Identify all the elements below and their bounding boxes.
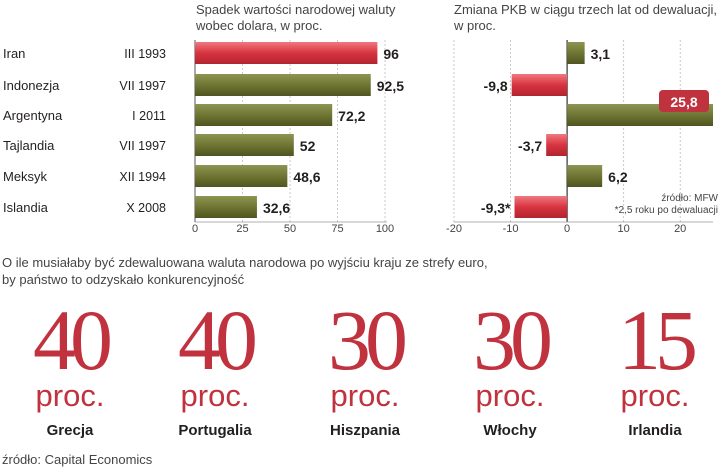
right-x-tick-label: 10 xyxy=(618,223,630,235)
country-label: Tajlandia xyxy=(3,138,55,153)
devaluation-value: 40 xyxy=(178,292,258,388)
devaluation-country: Grecja xyxy=(46,422,94,439)
devaluation-unit: proc. xyxy=(620,378,690,413)
currency-drop-value-label: 96 xyxy=(383,46,399,62)
country-label: Meksyk xyxy=(3,169,48,184)
left-x-tick-label: 50 xyxy=(284,223,296,235)
devaluation-unit: proc. xyxy=(330,378,400,413)
right-x-tick-label: 0 xyxy=(564,223,570,235)
devaluation-item-portugal: 40 proc. Portugalia xyxy=(145,292,285,439)
devaluation-value: 40 xyxy=(33,292,113,388)
right-x-tick-label: -20 xyxy=(446,223,462,235)
devaluation-item-italy: 30 proc. Włochy xyxy=(440,292,580,439)
gdp-change-bar xyxy=(514,196,568,218)
devaluation-item-spain: 30 proc. Hiszpania xyxy=(295,292,435,439)
gdp-change-value-label: 25,8 xyxy=(670,94,697,110)
left-x-tick-label: 25 xyxy=(236,223,248,235)
right-chart-title-line: Zmiana PKB w ciągu trzech lat od dewalua… xyxy=(454,2,717,17)
devaluation-country: Portugalia xyxy=(178,422,252,439)
country-label: Iran xyxy=(3,46,25,61)
period-label: VII 1997 xyxy=(119,139,166,153)
country-label: Indonezja xyxy=(3,78,60,93)
left-x-tick-label: 0 xyxy=(192,223,198,235)
devaluation-country: Irlandia xyxy=(628,422,682,439)
devaluation-unit: proc. xyxy=(180,378,250,413)
devaluation-country: Hiszpania xyxy=(329,422,401,439)
devaluation-value: 15 xyxy=(618,292,698,388)
left-chart-title-line: wobec dolara, w proc. xyxy=(195,18,322,33)
left-chart-title-line: Spadek wartości narodowej waluty xyxy=(196,2,396,17)
currency-drop-value-label: 52 xyxy=(300,138,316,154)
right-x-tick-label: 20 xyxy=(674,223,686,235)
currency-drop-value-label: 48,6 xyxy=(293,169,320,185)
gdp-change-value-label: -9,8 xyxy=(484,78,508,94)
gdp-change-value-box xyxy=(659,90,709,112)
gdp-change-bar xyxy=(546,134,568,156)
period-label: X 2008 xyxy=(126,201,166,215)
currency-drop-value-label: 32,6 xyxy=(263,200,290,216)
source-note: źródło: Capital Economics xyxy=(2,452,153,467)
gdp-change-value-label: -9,3* xyxy=(481,200,511,216)
currency-drop-bar xyxy=(195,104,333,126)
gdp-change-value-label: -3,7 xyxy=(518,138,542,154)
devaluation-unit: proc. xyxy=(35,378,105,413)
gdp-change-bar xyxy=(567,42,585,64)
question-line-2: by państwo to odzyskało konkurencyjność xyxy=(2,272,245,287)
devaluation-value: 30 xyxy=(473,292,553,388)
gdp-change-bar xyxy=(511,74,568,96)
left-x-tick-label: 100 xyxy=(376,223,394,235)
right-chart-title-line: w proc. xyxy=(453,18,496,33)
right-chart-source-note: źródło: MFW xyxy=(661,193,718,204)
left-x-tick-label: 75 xyxy=(331,223,343,235)
period-label: XII 1994 xyxy=(119,170,166,184)
period-label: I 2011 xyxy=(132,109,166,123)
devaluation-unit: proc. xyxy=(475,378,545,413)
currency-drop-value-label: 72,2 xyxy=(338,108,365,124)
gdp-change-value-label: 6,2 xyxy=(608,169,628,185)
currency-drop-bar xyxy=(195,42,378,64)
currency-drop-bar xyxy=(195,165,288,187)
question-text: O ile musiałaby być zdewaluowana waluta … xyxy=(2,254,602,288)
currency-drop-bar xyxy=(195,134,294,156)
period-label: VII 1997 xyxy=(119,79,166,93)
devaluation-value: 30 xyxy=(328,292,408,388)
right-x-tick-label: -10 xyxy=(503,223,519,235)
currency-drop-value-label: 92,5 xyxy=(377,78,404,94)
gdp-change-bar xyxy=(567,165,603,187)
question-line-1: O ile musiałaby być zdewaluowana waluta … xyxy=(2,255,488,270)
devaluation-item-ireland: 15 proc. Irlandia xyxy=(585,292,720,439)
period-label: III 1993 xyxy=(124,47,166,61)
country-label: Islandia xyxy=(3,200,49,215)
gdp-change-chart: Zmiana PKB w ciągu trzech lat od dewalua… xyxy=(446,2,719,235)
currency-drop-bar xyxy=(195,196,257,218)
currency-drop-bar xyxy=(195,74,371,96)
country-label: Argentyna xyxy=(3,108,63,123)
gdp-change-value-label: 3,1 xyxy=(591,46,611,62)
devaluation-country: Włochy xyxy=(483,422,537,439)
right-chart-footnote: *2,5 roku po dewaluacji xyxy=(615,205,718,216)
devaluation-item-greece: 40 proc. Grecja xyxy=(0,292,140,439)
